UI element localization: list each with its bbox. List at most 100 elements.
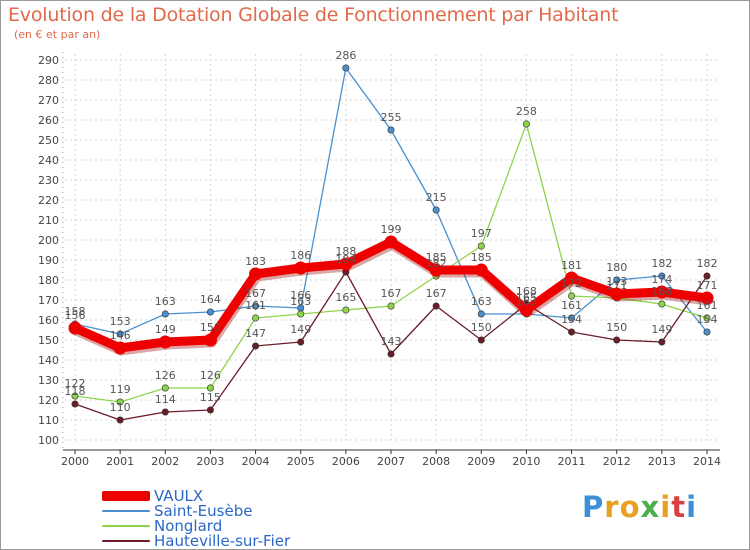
x-tick-label: 2004: [242, 455, 270, 468]
chart-title: Evolution de la Dotation Globale de Fonc…: [8, 4, 619, 26]
data-label-nonglard: 197: [471, 227, 492, 240]
y-tick-label: 130: [38, 374, 59, 387]
data-point-vaulx: [339, 257, 353, 271]
series-lines: [68, 64, 714, 424]
data-label-saint-eus-be: 255: [381, 111, 402, 124]
x-tick-label: 2002: [151, 455, 179, 468]
data-point-nonglard: [658, 300, 666, 308]
data-label-hauteville-sur-fier: 149: [290, 323, 311, 336]
data-point-nonglard: [252, 314, 260, 322]
data-label-saint-eus-be: 153: [110, 315, 131, 328]
y-tick-label: 230: [38, 174, 59, 187]
axes: [62, 52, 720, 454]
data-point-hauteville-sur-fier: [71, 400, 79, 408]
data-label-vaulx: 173: [606, 275, 627, 288]
data-point-vaulx: [68, 321, 82, 335]
data-label-hauteville-sur-fier: 168: [516, 285, 537, 298]
data-point-vaulx: [655, 285, 669, 299]
data-point-hauteville-sur-fier: [116, 416, 124, 424]
data-label-saint-eus-be: 163: [471, 295, 492, 308]
data-point-nonglard: [297, 310, 305, 318]
data-point-hauteville-sur-fier: [613, 336, 621, 344]
x-tick-label: 2013: [648, 455, 676, 468]
data-point-vaulx: [203, 333, 217, 347]
data-point-saint-eus-be: [477, 310, 485, 318]
data-label-saint-eus-be: 163: [516, 295, 537, 308]
proxiti-logo: Proxiti: [582, 490, 697, 524]
data-label-vaulx: 156: [65, 309, 86, 322]
y-tick-label: 170: [38, 294, 59, 307]
data-label-vaulx: 174: [651, 273, 672, 286]
legend-label: Saint-Eusèbe: [154, 502, 253, 520]
data-label-nonglard: 172: [561, 277, 582, 290]
chart-subtitle: (en € et par an): [14, 28, 101, 41]
legend-label: VAULX: [154, 487, 204, 505]
data-point-hauteville-sur-fier: [161, 408, 169, 416]
y-tick-label: 110: [38, 414, 59, 427]
data-label-hauteville-sur-fier: 184: [335, 253, 356, 266]
data-point-saint-eus-be: [161, 310, 169, 318]
y-tick-label: 280: [38, 74, 59, 87]
data-point-vaulx: [700, 291, 714, 305]
data-point-saint-eus-be: [206, 308, 214, 316]
y-tick-label: 250: [38, 134, 59, 147]
x-tick-label: 2003: [196, 455, 224, 468]
data-label-saint-eus-be: 286: [335, 49, 356, 62]
data-label-saint-eus-be: 163: [155, 295, 176, 308]
data-label-nonglard: 161: [697, 299, 718, 312]
y-tick-label: 200: [38, 234, 59, 247]
data-point-hauteville-sur-fier: [297, 338, 305, 346]
logo-letter: o: [619, 490, 641, 524]
data-label-saint-eus-be: 215: [426, 191, 447, 204]
data-label-hauteville-sur-fier: 115: [200, 391, 221, 404]
data-point-vaulx: [294, 261, 308, 275]
x-tick-label: 2012: [603, 455, 631, 468]
data-point-nonglard: [206, 384, 214, 392]
x-tick-label: 2009: [467, 455, 495, 468]
data-label-nonglard: 182: [426, 257, 447, 270]
data-label-vaulx: 199: [381, 223, 402, 236]
data-point-nonglard: [477, 242, 485, 250]
y-tick-label: 220: [38, 194, 59, 207]
y-tick-label: 270: [38, 94, 59, 107]
x-tick-label: 2010: [512, 455, 540, 468]
data-label-saint-eus-be: 158: [65, 305, 86, 318]
data-label-saint-eus-be: 164: [200, 293, 221, 306]
logo-letter: P: [582, 490, 605, 524]
data-label-hauteville-sur-fier: 118: [65, 385, 86, 398]
data-point-hauteville-sur-fier: [703, 272, 711, 280]
data-point-saint-eus-be: [613, 276, 621, 284]
data-label-nonglard: 171: [606, 279, 627, 292]
x-tick-label: 2001: [106, 455, 134, 468]
x-tick-labels: 2000 2001 2002 2003 2004 2005 2006 2007 2008 2009…: [61, 455, 721, 468]
data-label-hauteville-sur-fier: 143: [381, 335, 402, 348]
data-label-nonglard: 165: [335, 291, 356, 304]
data-point-saint-eus-be: [342, 64, 350, 72]
legend-swatch: [102, 540, 150, 542]
data-point-saint-eus-be: [116, 330, 124, 338]
data-label-hauteville-sur-fier: 150: [606, 321, 627, 334]
data-point-vaulx: [474, 263, 488, 277]
legend-label: Hauteville-sur-Fier: [154, 532, 291, 550]
data-point-nonglard: [71, 392, 79, 400]
data-point-vaulx: [158, 335, 172, 349]
data-label-nonglard: 161: [245, 299, 266, 312]
x-tick-label: 2008: [422, 455, 450, 468]
data-point-saint-eus-be: [432, 206, 440, 214]
data-label-saint-eus-be: 167: [245, 287, 266, 300]
data-label-nonglard: 122: [65, 377, 86, 390]
data-label-nonglard: 163: [290, 295, 311, 308]
data-point-vaulx: [429, 263, 443, 277]
y-tick-label: 190: [38, 254, 59, 267]
data-label-vaulx: 186: [290, 249, 311, 262]
logo-letter: x: [640, 490, 661, 524]
data-label-vaulx: 185: [471, 251, 492, 264]
data-label-vaulx: 171: [697, 279, 718, 292]
data-label-saint-eus-be: 154: [697, 313, 718, 326]
y-tick-label: 260: [38, 114, 59, 127]
data-point-vaulx: [113, 341, 127, 355]
legend-swatch: [102, 510, 150, 512]
